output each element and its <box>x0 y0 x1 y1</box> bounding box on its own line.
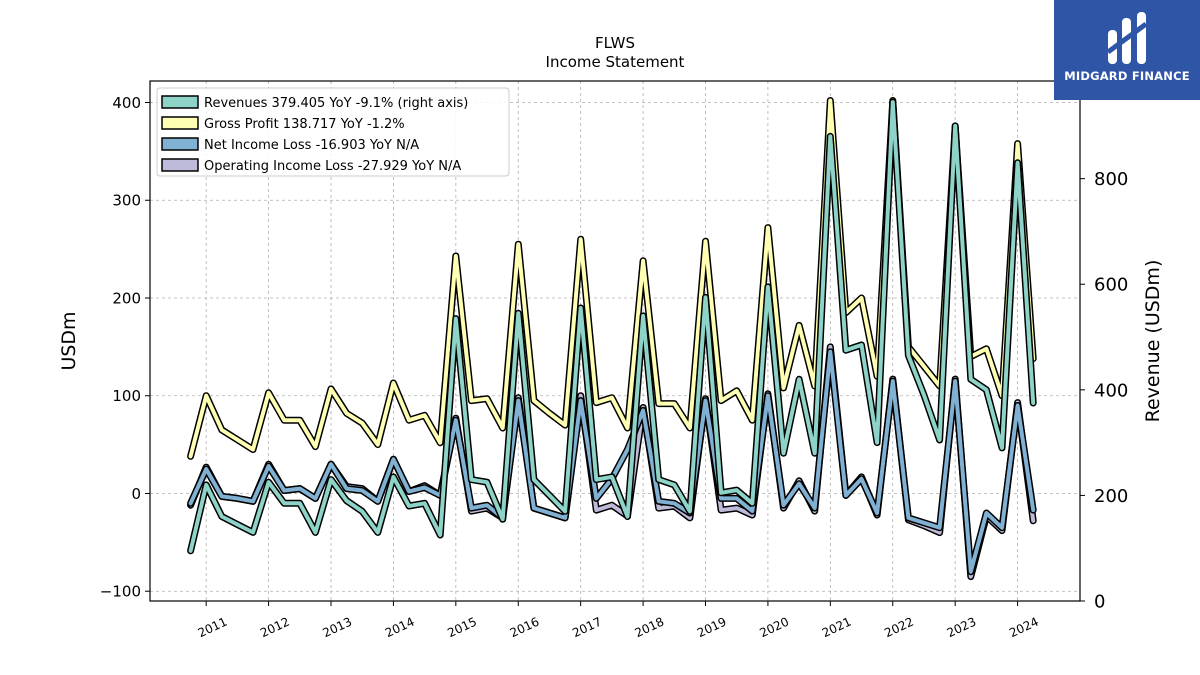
y-tick-label: 100 <box>112 387 141 405</box>
series-line-0 <box>188 100 1036 553</box>
plot-frame <box>149 80 1081 602</box>
brand-name: MIDGARD FINANCE <box>1064 69 1190 83</box>
legend: Revenues 379.405 YoY -9.1% (right axis) G… <box>156 87 510 177</box>
y-tick-label: 200 <box>112 289 141 307</box>
legend-entry-label: Net Income Loss -16.903 YoY N/A <box>204 138 419 153</box>
legend-box <box>156 87 510 177</box>
x-tick-label: 2018 <box>633 615 667 641</box>
series-line-3 <box>188 344 1036 579</box>
x-tick-label: 2021 <box>820 615 854 641</box>
brand-logo: MIDGARD FINANCE <box>1054 0 1200 100</box>
legend-entry-label: Operating Income Loss -27.929 YoY N/A <box>204 159 461 174</box>
x-tick-label: 2014 <box>383 615 417 641</box>
legend-swatch <box>161 95 199 109</box>
series-outline-3 <box>187 343 1037 581</box>
legend-swatch <box>161 137 199 151</box>
y-tick-label: 300 <box>112 192 141 210</box>
y-right-tick-label: 600 <box>1094 275 1128 296</box>
y-right-tick-label: 800 <box>1094 169 1128 190</box>
x-tick-label: 2023 <box>945 615 979 641</box>
y-axis-right-label: Revenue (USDm) <box>1142 260 1164 423</box>
legend-entry-label: Gross Profit 138.717 YoY -1.2% <box>204 117 405 132</box>
x-tick-label: 2024 <box>1007 615 1041 641</box>
y-right-tick-label: 0 <box>1094 592 1105 613</box>
x-tick-label: 2022 <box>882 615 916 641</box>
legend-entry-label: Revenues 379.405 YoY -9.1% (right axis) <box>204 96 468 111</box>
chart-subtitle: Income Statement <box>546 53 685 71</box>
x-tick-label: 2013 <box>321 615 355 641</box>
legend-swatch <box>161 158 199 172</box>
series-line-2 <box>188 349 1036 574</box>
x-tick-label: 2011 <box>196 615 230 641</box>
x-tick-label: 2016 <box>508 615 542 641</box>
legend-swatch <box>161 116 199 130</box>
y-tick-label: 0 <box>131 485 141 503</box>
y-tick-label: 400 <box>112 94 141 112</box>
chart-title: FLWS <box>595 34 635 52</box>
y-axis-label: USDm <box>58 311 80 370</box>
series-lines <box>187 97 1037 581</box>
series-outline-2 <box>187 348 1037 576</box>
midgard-logo-icon <box>1106 12 1148 64</box>
y-right-tick-label: 400 <box>1094 380 1128 401</box>
x-tick-label: 2017 <box>570 615 604 641</box>
x-tick-label: 2015 <box>445 615 479 641</box>
y-tick-label: −100 <box>100 583 141 601</box>
x-tick-label: 2019 <box>695 615 729 641</box>
x-tick-label: 2012 <box>258 615 292 641</box>
y-right-tick-label: 200 <box>1094 486 1128 507</box>
x-tick-label: 2020 <box>757 615 791 641</box>
